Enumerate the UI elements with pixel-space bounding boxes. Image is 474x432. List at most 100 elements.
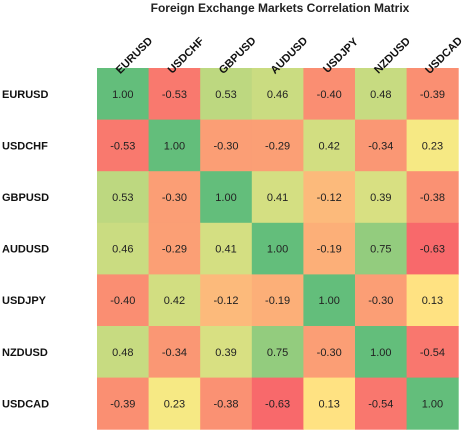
cell-value-label: -0.40 — [110, 295, 135, 307]
cell-value-label: 0.13 — [318, 398, 339, 410]
heatmap-cell-usdcad-audusd — [251, 377, 304, 430]
heatmap-cell-audusd-usdcad — [406, 222, 459, 275]
heatmap-cell-audusd-usdjpy — [303, 222, 356, 275]
heatmap-cell-audusd-gbpusd — [200, 222, 253, 275]
row-label-nzdusd: NZDUSD — [2, 347, 48, 359]
cell-value-label: 0.75 — [267, 347, 288, 359]
heatmap-cell-nzdusd-nzdusd — [355, 326, 408, 379]
heatmap-cell-eurusd-eurusd — [97, 68, 150, 121]
cell-value-label: 1.00 — [215, 192, 236, 204]
cell-value-label: 0.48 — [112, 347, 133, 359]
heatmap-cell-usdjpy-eurusd — [97, 274, 150, 327]
heatmap-cell-nzdusd-usdchf — [148, 326, 201, 379]
cell-value-label: -0.38 — [213, 398, 238, 410]
cell-value-label: -0.40 — [317, 89, 342, 101]
cell-value-label: 0.23 — [422, 140, 443, 152]
heatmap-cell-usdcad-gbpusd — [200, 377, 253, 430]
heatmap-cell-usdcad-nzdusd — [355, 377, 408, 430]
heatmap-cells: 1.00 -0.53 0.53 0.46 -0.40 0.48 -0.39 -0.53 1.00… — [97, 68, 459, 430]
heatmap-cell-eurusd-audusd — [251, 68, 304, 121]
heatmap-cell-eurusd-usdjpy — [303, 68, 356, 121]
cell-value-label: 0.46 — [112, 244, 133, 256]
row-label-eurusd: EURUSD — [2, 89, 49, 101]
heatmap-cell-usdchf-usdcad — [406, 119, 459, 172]
cell-value-label: -0.30 — [317, 347, 342, 359]
heatmap-cell-usdcad-usdcad — [406, 377, 459, 430]
cell-value-label: -0.38 — [420, 192, 445, 204]
cell-value-label: -0.34 — [368, 140, 393, 152]
cell-value-label: -0.63 — [420, 244, 445, 256]
cell-value-label: -0.12 — [317, 192, 342, 204]
chart-title: Foreign Exchange Markets Correlation Mat… — [151, 1, 410, 15]
heatmap-cell-gbpusd-usdjpy — [303, 171, 356, 224]
heatmap-cell-usdchf-audusd — [251, 119, 304, 172]
cell-value-label: -0.39 — [110, 398, 135, 410]
heatmap-cell-eurusd-usdchf — [148, 68, 201, 121]
heatmap-cell-gbpusd-usdcad — [406, 171, 459, 224]
heatmap-cell-eurusd-nzdusd — [355, 68, 408, 121]
cell-value-label: -0.30 — [368, 295, 393, 307]
cell-value-label: -0.63 — [265, 398, 290, 410]
cell-value-label: -0.30 — [213, 140, 238, 152]
cell-value-label: -0.53 — [110, 140, 135, 152]
cell-value-label: 1.00 — [267, 244, 288, 256]
cell-value-label: 0.42 — [318, 140, 339, 152]
heatmap-cell-gbpusd-nzdusd — [355, 171, 408, 224]
cell-value-label: -0.53 — [162, 89, 187, 101]
heatmap-cell-nzdusd-usdcad — [406, 326, 459, 379]
cell-value-label: -0.19 — [265, 295, 290, 307]
heatmap-cell-audusd-eurusd — [97, 222, 150, 275]
cell-value-label: 1.00 — [318, 295, 339, 307]
cell-value-label: -0.30 — [162, 192, 187, 204]
row-labels: EURUSD USDCHF GBPUSD AUDUSD USDJPY NZDUSD USDC… — [2, 89, 49, 411]
heatmap-cell-usdchf-usdchf — [148, 119, 201, 172]
heatmap-cell-usdjpy-usdcad — [406, 274, 459, 327]
heatmap-cell-gbpusd-audusd — [251, 171, 304, 224]
row-label-usdjpy: USDJPY — [2, 295, 47, 307]
heatmap-cell-usdcad-eurusd — [97, 377, 150, 430]
cell-value-label: 1.00 — [112, 89, 133, 101]
cell-value-label: -0.12 — [213, 295, 238, 307]
heatmap-cell-usdchf-nzdusd — [355, 119, 408, 172]
heatmap-cell-nzdusd-eurusd — [97, 326, 150, 379]
row-label-usdcad: USDCAD — [2, 398, 49, 410]
heatmap-cell-eurusd-gbpusd — [200, 68, 253, 121]
cell-value-label: -0.39 — [420, 89, 445, 101]
cell-value-label: -0.29 — [162, 244, 187, 256]
cell-value-label: 0.48 — [370, 89, 391, 101]
heatmap-cell-usdjpy-audusd — [251, 274, 304, 327]
cell-value-label: 0.42 — [164, 295, 185, 307]
row-label-audusd: AUDUSD — [2, 244, 49, 256]
cell-value-label: -0.54 — [368, 398, 393, 410]
row-label-usdchf: USDCHF — [2, 140, 48, 152]
heatmap-cell-usdjpy-gbpusd — [200, 274, 253, 327]
cell-value-label: 0.13 — [422, 295, 443, 307]
heatmap-cell-usdchf-gbpusd — [200, 119, 253, 172]
cell-value-label: 0.39 — [215, 347, 236, 359]
cell-value-label: 0.41 — [215, 244, 236, 256]
row-label-gbpusd: GBPUSD — [2, 192, 49, 204]
cell-value-label: 0.46 — [267, 89, 288, 101]
heatmap-cell-usdjpy-usdjpy — [303, 274, 356, 327]
heatmap-cell-nzdusd-audusd — [251, 326, 304, 379]
cell-value-label: -0.34 — [162, 347, 187, 359]
heatmap-cell-gbpusd-eurusd — [97, 171, 150, 224]
cell-value-label: 1.00 — [370, 347, 391, 359]
cell-value-label: 1.00 — [164, 140, 185, 152]
heatmap-cell-usdjpy-usdchf — [148, 274, 201, 327]
heatmap-cell-gbpusd-gbpusd — [200, 171, 253, 224]
cell-value-label: 0.53 — [112, 192, 133, 204]
heatmap-cell-usdchf-eurusd — [97, 119, 150, 172]
heatmap-cell-audusd-audusd — [251, 222, 304, 275]
heatmap-cell-usdcad-usdjpy — [303, 377, 356, 430]
heatmap-cell-nzdusd-usdjpy — [303, 326, 356, 379]
cell-value-label: 0.41 — [267, 192, 288, 204]
cell-value-label: 0.75 — [370, 244, 391, 256]
cell-value-label: -0.29 — [265, 140, 290, 152]
heatmap-cell-gbpusd-usdchf — [148, 171, 201, 224]
cell-value-label: -0.54 — [420, 347, 445, 359]
cell-value-label: 0.53 — [215, 89, 236, 101]
heatmap-cell-usdchf-usdjpy — [303, 119, 356, 172]
heatmap-cell-nzdusd-gbpusd — [200, 326, 253, 379]
